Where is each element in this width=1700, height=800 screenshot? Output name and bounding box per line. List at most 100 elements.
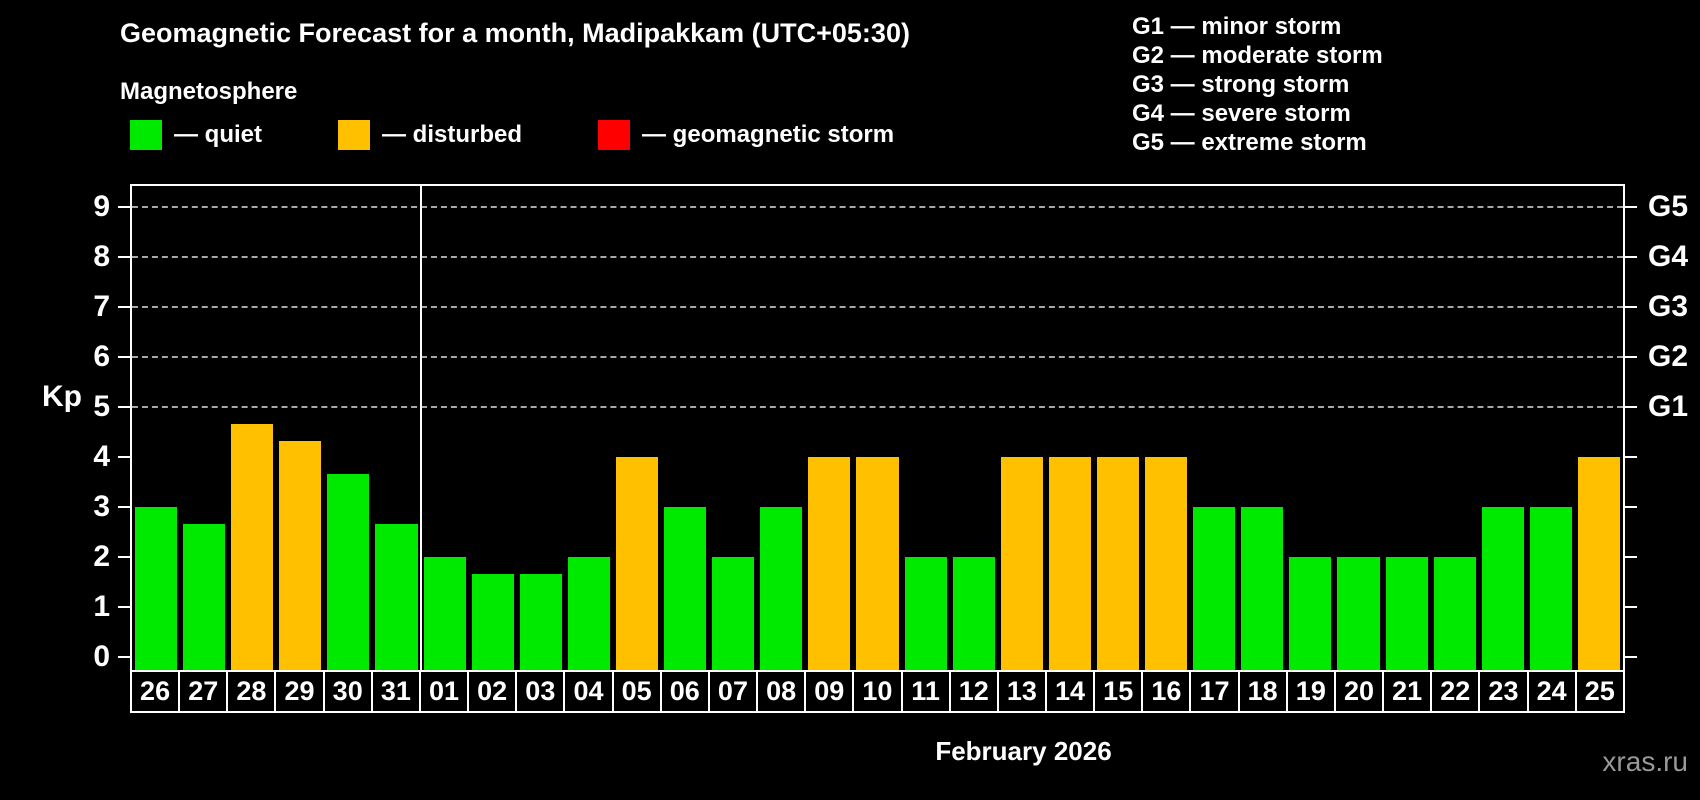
- y-axis-tick: [118, 506, 132, 508]
- page-title: Geomagnetic Forecast for a month, Madipa…: [120, 18, 910, 48]
- g-level-label: G3: [1648, 290, 1689, 323]
- kp-bar: [1000, 457, 1043, 670]
- date-cell: 26: [130, 670, 181, 713]
- y-axis-tick: [118, 356, 132, 358]
- date-cell: 06: [659, 670, 710, 713]
- date-cell: 23: [1478, 670, 1529, 713]
- right-axis-tick: [1623, 656, 1637, 658]
- y-axis-tick: [118, 656, 132, 658]
- kp-bar: [952, 557, 995, 670]
- g-scale-legend: G1 — minor storm G2 — moderate storm G3 — …: [1132, 12, 1383, 157]
- kp-bar: [1193, 507, 1236, 670]
- date-cell: 15: [1093, 670, 1144, 713]
- y-axis-tick-label: 9: [93, 190, 110, 223]
- disturbed-swatch: [338, 120, 370, 150]
- date-cell: 30: [322, 670, 373, 713]
- y-axis-tick-label: 1: [93, 590, 110, 623]
- g-legend-line: G4 — severe storm: [1132, 100, 1351, 127]
- y-axis-tick: [118, 456, 132, 458]
- kp-bar: [712, 557, 755, 670]
- date-cell: 14: [1044, 670, 1096, 713]
- date-cell: 19: [1285, 670, 1336, 713]
- y-axis-title: Kp: [42, 380, 82, 413]
- date-cell: 11: [900, 670, 951, 713]
- right-axis-tick: [1623, 406, 1637, 408]
- date-cell: 08: [756, 670, 807, 713]
- legend-label: — quiet: [174, 121, 262, 148]
- date-cell: 27: [178, 670, 229, 713]
- kp-bar: [1241, 507, 1284, 670]
- y-axis-tick-label: 8: [93, 240, 110, 273]
- kp-bar: [279, 440, 322, 670]
- legend-item: — disturbed: [338, 120, 522, 150]
- date-cell: 18: [1237, 670, 1288, 713]
- g-level-label: G1: [1648, 390, 1689, 423]
- date-cell: 22: [1430, 670, 1481, 713]
- kp-bar: [1337, 557, 1380, 670]
- month-separator-line: [419, 186, 422, 670]
- gridline: [132, 256, 1623, 258]
- right-axis-tick: [1623, 256, 1637, 258]
- right-axis-tick: [1623, 206, 1637, 208]
- plot-area: [130, 184, 1625, 670]
- date-cell: 02: [467, 670, 518, 713]
- y-axis-tick-label: 2: [93, 540, 110, 573]
- legend-label: — geomagnetic storm: [642, 121, 895, 148]
- date-cell: 28: [226, 670, 277, 713]
- y-axis-tick-label: 7: [93, 290, 110, 323]
- kp-bar: [1096, 457, 1140, 670]
- date-cell: 31: [370, 670, 421, 713]
- y-axis-tick-label: 4: [93, 440, 110, 473]
- date-cell: 09: [804, 670, 855, 713]
- y-axis-tick: [118, 556, 132, 558]
- date-cell: 10: [852, 670, 903, 713]
- g-level-label: G2: [1648, 340, 1689, 373]
- g-legend-line: G3 — strong storm: [1132, 71, 1350, 98]
- gridline: [132, 306, 1623, 308]
- y-axis-tick: [118, 256, 132, 258]
- kp-bar: [135, 507, 178, 670]
- date-cell: 07: [707, 670, 759, 713]
- date-cell: 13: [996, 670, 1047, 713]
- date-cell: 17: [1189, 670, 1240, 713]
- g-legend-line: G1 — minor storm: [1132, 13, 1342, 40]
- gridline: [132, 206, 1623, 208]
- kp-bar: [183, 523, 226, 670]
- right-axis-tick: [1623, 356, 1637, 358]
- kp-bar: [231, 423, 274, 670]
- legend-item: — geomagnetic storm: [598, 120, 894, 150]
- right-axis-tick: [1623, 606, 1637, 608]
- date-cell: 24: [1526, 670, 1577, 713]
- gridline: [132, 356, 1623, 358]
- kp-bar: [1433, 557, 1476, 670]
- kp-bar: [471, 573, 514, 670]
- kp-bar: [327, 473, 370, 670]
- y-axis-tick-label: 3: [93, 490, 110, 523]
- kp-bar: [1529, 507, 1572, 670]
- storm-swatch: [598, 120, 631, 150]
- y-axis-tick-label: 5: [93, 390, 110, 423]
- right-axis-tick: [1623, 306, 1637, 308]
- right-axis-tick: [1623, 556, 1637, 558]
- legend-item: — quiet: [130, 120, 262, 150]
- date-cell: 29: [274, 670, 325, 713]
- g-legend-line: G2 — moderate storm: [1132, 42, 1383, 69]
- kp-bar: [615, 457, 659, 670]
- g-level-label: G5: [1648, 190, 1689, 223]
- kp-bar: [1481, 507, 1524, 670]
- kp-bar: [519, 573, 562, 670]
- date-cell: 03: [515, 670, 566, 713]
- kp-bar: [423, 557, 466, 670]
- month-label: February 2026: [935, 736, 1112, 766]
- y-axis-tick: [118, 606, 132, 608]
- y-axis-tick-label: 6: [93, 340, 110, 373]
- kp-bar: [375, 523, 418, 670]
- date-cell: 21: [1382, 670, 1433, 713]
- quiet-swatch: [130, 120, 162, 150]
- y-axis-tick-label: 0: [93, 640, 110, 673]
- kp-bar: [567, 557, 610, 670]
- y-axis-tick: [118, 306, 132, 308]
- kp-bar: [664, 507, 707, 670]
- kp-bar: [808, 457, 851, 670]
